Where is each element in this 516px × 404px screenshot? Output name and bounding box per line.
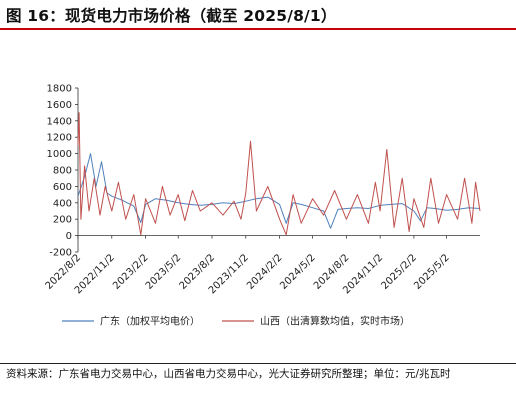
x-tick-label: 2024/5/2 (278, 252, 318, 292)
x-tick-label: 2023/5/2 (144, 252, 184, 292)
plot-area (77, 112, 481, 236)
y-tick-label: 1400 (47, 116, 72, 127)
price-chart: -200 0 200 400 600 800 1000 1200 1400 1600 1800 20… (44, 84, 481, 328)
y-axis: -200 0 200 400 600 800 1000 1200 1400 1600 1800 (47, 84, 79, 259)
y-tick-label: 600 (53, 182, 72, 193)
legend-label-shanxi: 山西（出清算数均值，实时市场） (260, 315, 410, 328)
title-rule (0, 28, 516, 30)
y-tick-label: -200 (49, 248, 72, 259)
x-axis: 2022/8/22022/11/22023/2/22023/5/22023/8/… (44, 235, 480, 296)
y-tick-label: 1800 (47, 84, 72, 95)
y-tick-label: 1200 (47, 133, 72, 144)
source-rule (0, 363, 516, 364)
y-tick-label: 400 (53, 198, 72, 209)
y-tick-label: 1600 (47, 100, 72, 111)
source-note: 资料来源：广东省电力交易中心，山西省电力交易中心，光大证券研究所整理；单位：元/… (6, 368, 451, 380)
series-line-shanxi (77, 112, 481, 236)
figure-title: 图 16：现货电力市场价格（截至 2025/8/1） (6, 7, 337, 25)
y-tick-label: 800 (53, 166, 72, 177)
y-tick-label: 1000 (47, 149, 72, 160)
x-tick-label: 2025/5/2 (412, 252, 452, 292)
y-tick-label: 0 (66, 231, 72, 242)
legend: 广东（加权平均电价） 山西（出清算数均值，实时市场） (62, 315, 410, 328)
legend-label-guangdong: 广东（加权平均电价） (100, 315, 200, 328)
y-tick-label: 200 (53, 215, 72, 226)
